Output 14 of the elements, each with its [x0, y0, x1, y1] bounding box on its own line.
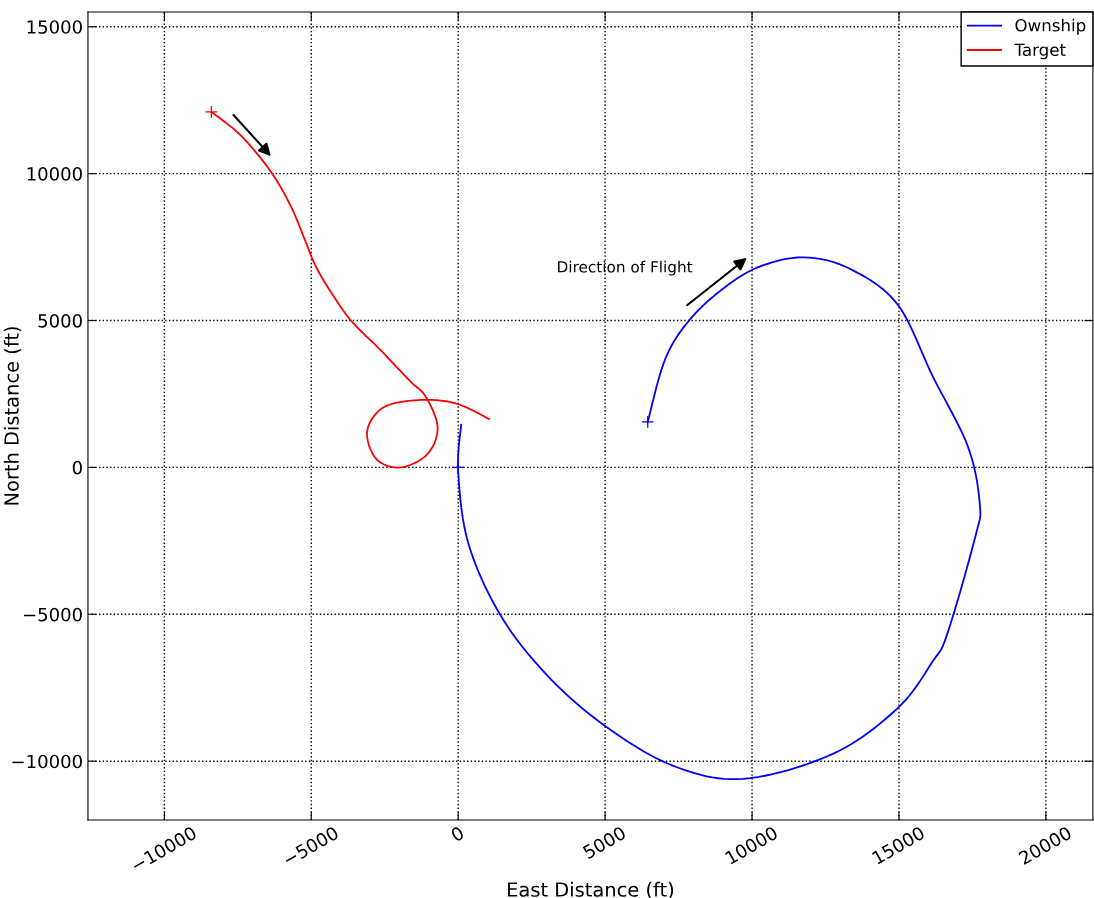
legend-label: Target	[1014, 43, 1066, 60]
y-tick-label: −10000	[12, 754, 82, 769]
point	[641, 415, 655, 429]
y-tick-label: 5000	[38, 313, 82, 328]
annotation: Direction of Flight	[558, 260, 693, 276]
y-tick-label: 15000	[27, 20, 82, 34]
y-tick-label: 10000	[27, 167, 82, 181]
point	[451, 460, 465, 474]
x-tick-label: 0	[450, 825, 465, 843]
point	[204, 105, 218, 119]
y-tick-label: 0	[72, 460, 82, 475]
y-tick-label: −5000	[23, 607, 82, 622]
legend-label: Ownship	[1015, 18, 1086, 35]
y-axis-title: North Distance (ft)	[3, 327, 22, 505]
